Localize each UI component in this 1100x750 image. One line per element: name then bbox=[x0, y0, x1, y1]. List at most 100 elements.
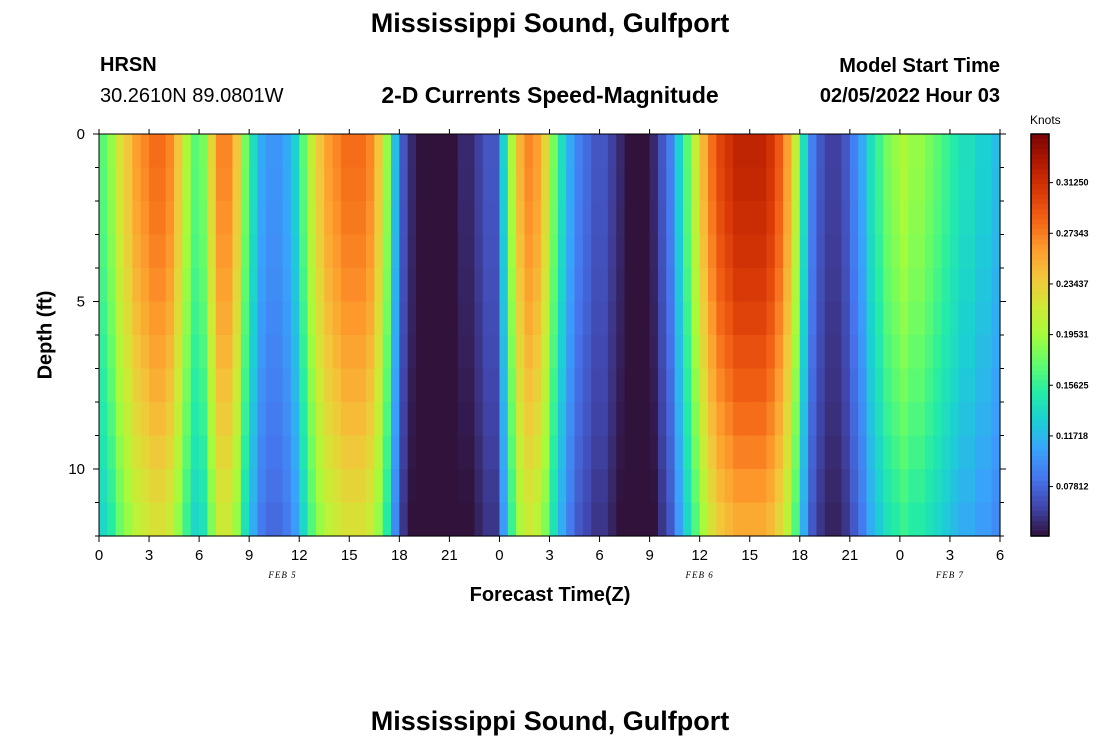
heatmap-cell bbox=[407, 402, 417, 437]
heatmap-cell bbox=[332, 268, 342, 303]
heatmap-cell bbox=[657, 301, 667, 336]
heatmap-cell bbox=[407, 502, 417, 537]
heatmap-cell bbox=[691, 368, 701, 403]
heatmap-cell bbox=[616, 435, 626, 470]
heatmap-cell bbox=[99, 402, 108, 437]
heatmap-cell bbox=[307, 368, 317, 403]
heatmap-cell bbox=[165, 201, 175, 236]
heatmap-cell bbox=[582, 435, 592, 470]
heatmap-cell bbox=[624, 167, 634, 202]
heatmap-cell bbox=[741, 402, 751, 437]
heatmap-cell bbox=[332, 402, 342, 437]
heatmap-cell bbox=[557, 502, 567, 537]
heatmap-cell bbox=[532, 201, 542, 236]
heatmap-cell bbox=[132, 301, 142, 336]
heatmap-cell bbox=[724, 134, 734, 169]
heatmap-cell bbox=[374, 134, 384, 169]
colorbar-segment bbox=[1031, 440, 1049, 447]
heatmap-cell bbox=[157, 435, 167, 470]
heatmap-cell bbox=[841, 301, 851, 336]
heatmap-cell bbox=[674, 335, 684, 370]
heatmap-cell bbox=[340, 201, 350, 236]
heatmap-cell bbox=[657, 201, 667, 236]
heatmap-cell bbox=[908, 368, 918, 403]
heatmap-cell bbox=[749, 335, 759, 370]
heatmap-cell bbox=[557, 335, 567, 370]
heatmap-cell bbox=[249, 234, 259, 269]
heatmap-cell bbox=[933, 368, 943, 403]
heatmap-cell bbox=[624, 234, 634, 269]
heatmap-cell bbox=[891, 201, 901, 236]
heatmap-cell bbox=[449, 234, 459, 269]
heatmap-cell bbox=[783, 368, 793, 403]
colorbar-segment bbox=[1031, 430, 1049, 437]
heatmap-cell bbox=[774, 268, 784, 303]
heatmap-cell bbox=[816, 502, 826, 537]
heatmap-cell bbox=[733, 335, 742, 370]
heatmap-cell bbox=[124, 234, 133, 269]
heatmap-cell bbox=[699, 402, 709, 437]
heatmap-cell bbox=[424, 335, 434, 370]
heatmap-cell bbox=[416, 167, 425, 202]
heatmap-cell bbox=[816, 167, 826, 202]
heatmap-cell bbox=[507, 268, 517, 303]
heatmap-cell bbox=[299, 134, 309, 169]
colorbar-segment bbox=[1031, 375, 1049, 381]
heatmap-cell bbox=[424, 368, 434, 403]
heatmap-cell bbox=[474, 402, 484, 437]
heatmap-cell bbox=[390, 469, 400, 504]
heatmap-cell bbox=[916, 201, 926, 236]
heatmap-cell bbox=[758, 502, 768, 537]
heatmap-cell bbox=[399, 134, 409, 169]
heatmap-cell bbox=[758, 368, 768, 403]
heatmap-cell bbox=[491, 502, 501, 537]
heatmap-cell bbox=[357, 335, 367, 370]
heatmap-cell bbox=[232, 435, 242, 470]
heatmap-cell bbox=[224, 368, 234, 403]
heatmap-cell bbox=[365, 368, 375, 403]
heatmap-cell bbox=[582, 301, 592, 336]
heatmap-cell bbox=[874, 234, 884, 269]
heatmap-cell bbox=[340, 301, 350, 336]
heatmap-cell bbox=[457, 469, 467, 504]
heatmap-cell bbox=[265, 368, 275, 403]
heatmap-cell bbox=[699, 469, 709, 504]
heatmap-cell bbox=[924, 435, 934, 470]
heatmap-cell bbox=[265, 335, 275, 370]
heatmap-cell bbox=[532, 301, 542, 336]
heatmap-cell bbox=[149, 469, 158, 504]
heatmap-cell bbox=[516, 167, 526, 202]
heatmap-cell bbox=[466, 502, 476, 537]
heatmap-cell bbox=[624, 201, 634, 236]
heatmap-cell bbox=[708, 134, 717, 169]
heatmap-cell bbox=[357, 201, 367, 236]
heatmap-cell bbox=[224, 502, 234, 537]
heatmap-cell bbox=[716, 268, 726, 303]
heatmap-cell bbox=[966, 268, 976, 303]
heatmap-cell bbox=[607, 167, 617, 202]
heatmap-cell bbox=[207, 435, 217, 470]
heatmap-cell bbox=[949, 134, 959, 169]
heatmap-cell bbox=[274, 301, 284, 336]
heatmap-cell bbox=[766, 435, 776, 470]
heatmap-cell bbox=[315, 469, 325, 504]
heatmap-cell bbox=[441, 167, 450, 202]
heatmap-cell bbox=[582, 268, 592, 303]
heatmap-cell bbox=[174, 301, 184, 336]
heatmap-cell bbox=[340, 435, 350, 470]
heatmap-cell bbox=[799, 301, 809, 336]
heatmap-cell bbox=[808, 469, 818, 504]
heatmap-cell bbox=[774, 469, 784, 504]
heatmap-cell bbox=[974, 435, 984, 470]
heatmap-cell bbox=[858, 402, 868, 437]
heatmap-cell bbox=[424, 469, 434, 504]
heatmap-cell bbox=[532, 502, 542, 537]
heatmap-cell bbox=[849, 335, 859, 370]
heatmap-cell bbox=[607, 301, 617, 336]
heatmap-cell bbox=[99, 469, 108, 504]
heatmap-cell bbox=[390, 201, 400, 236]
heatmap-cell bbox=[416, 301, 425, 336]
heatmap-cell bbox=[466, 435, 476, 470]
heatmap-cell bbox=[649, 234, 659, 269]
heatmap-cell bbox=[199, 469, 209, 504]
